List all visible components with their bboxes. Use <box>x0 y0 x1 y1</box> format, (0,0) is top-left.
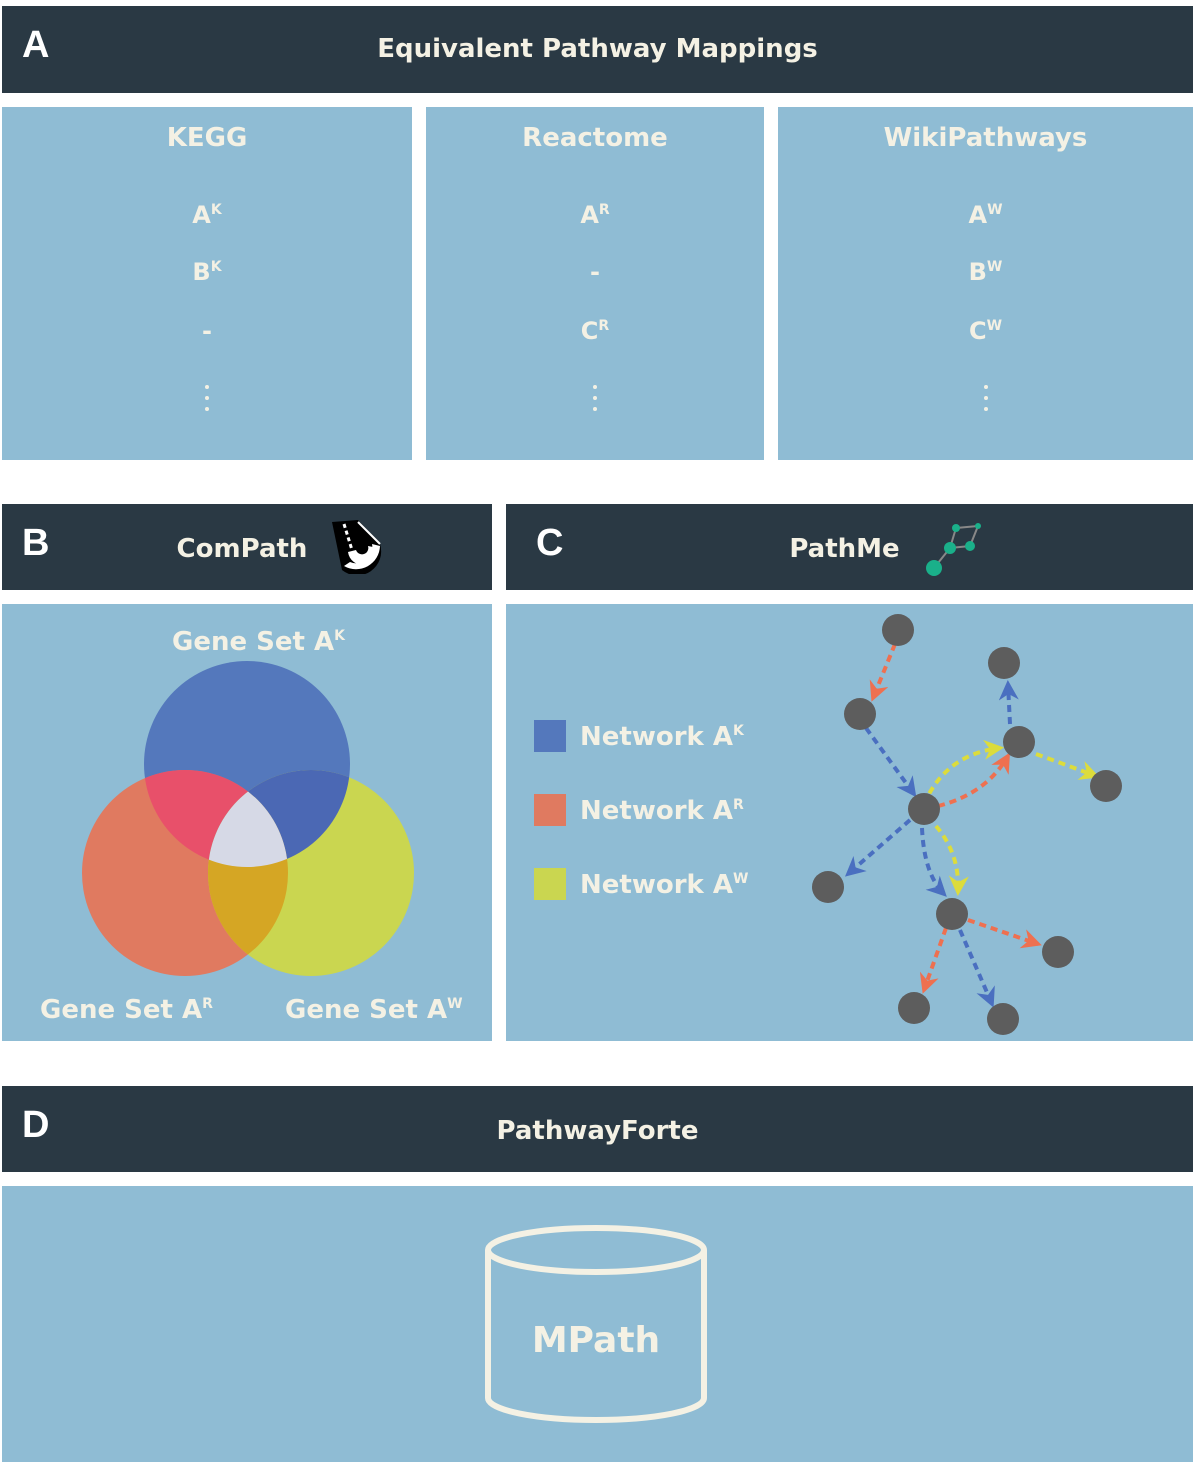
legend-swatch-k <box>534 720 566 752</box>
mapping-item: - <box>590 258 600 286</box>
panel-a-header: A Equivalent Pathway Mappings <box>2 6 1193 93</box>
compath-logo-icon <box>332 520 382 574</box>
pathme-network-panel: Network AK Network AR Network AW <box>506 604 1193 1041</box>
panel-d-header: D PathwayForte <box>2 1086 1193 1172</box>
column-title: Reactome <box>522 123 668 153</box>
mapping-item: BK <box>192 258 222 286</box>
venn-label-r: Gene Set AR <box>40 995 213 1025</box>
mapping-item: - <box>202 317 212 345</box>
more-dots-icon <box>983 385 989 418</box>
svg-text:Network AW: Network AW <box>580 870 748 900</box>
wikipathways-column: WikiPathways AW BW CW <box>778 107 1193 460</box>
mapping-item: AK <box>192 201 222 229</box>
database-label: MPath <box>532 1320 660 1361</box>
legend: Network AK Network AR Network AW <box>534 720 748 900</box>
panel-d-letter: D <box>22 1104 50 1146</box>
panel-c-title: PathMe <box>789 534 900 564</box>
svg-text:Network AR: Network AR <box>580 796 744 826</box>
panel-b-header: B ComPath <box>2 504 492 590</box>
column-title: KEGG <box>166 123 248 153</box>
kegg-column: KEGG AK BK - <box>2 107 412 460</box>
panel-a-title: Equivalent Pathway Mappings <box>377 34 818 64</box>
panel-a-letter: A <box>22 24 50 66</box>
mapping-item: CW <box>968 317 1003 345</box>
panel-b-letter: B <box>22 522 50 564</box>
mapping-item: CR <box>580 317 610 345</box>
mapping-item: AR <box>580 201 610 229</box>
legend-swatch-w <box>534 868 566 900</box>
venn-diagram: Gene Set AK Gene Set AR Gene Set AW <box>40 627 463 1025</box>
panel-c-letter: C <box>536 522 564 564</box>
svg-text:Network AK: Network AK <box>580 722 745 752</box>
venn-label-w: Gene Set AW <box>285 995 463 1025</box>
network-nodes <box>812 614 1122 1035</box>
more-dots-icon <box>592 385 598 418</box>
mapping-item: AW <box>968 201 1003 229</box>
more-dots-icon <box>204 385 210 418</box>
column-title: WikiPathways <box>883 123 1088 153</box>
panel-b-title: ComPath <box>176 534 308 564</box>
venn-label-k: Gene Set AK <box>172 627 346 657</box>
mapping-item: BW <box>968 258 1003 286</box>
compath-venn-panel: Gene Set AK Gene Set AR Gene Set AW <box>2 604 492 1041</box>
panel-d-title: PathwayForte <box>496 1116 699 1146</box>
legend-swatch-r <box>534 794 566 826</box>
pathme-network-icon <box>926 523 981 576</box>
database-cylinder-icon: MPath <box>485 1225 707 1423</box>
panel-c-header: C PathMe <box>506 504 1193 590</box>
network-diagram: Network AK Network AR Network AW <box>534 614 1122 1035</box>
pathwayforte-panel: MPath <box>2 1186 1193 1462</box>
reactome-column: Reactome AR - CR <box>426 107 764 460</box>
